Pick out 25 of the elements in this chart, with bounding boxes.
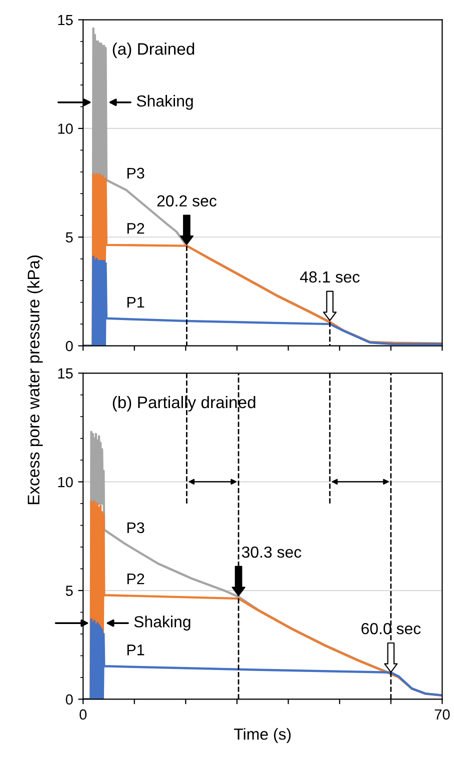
y-tick-label: 15 [58,368,73,379]
y-tick-label: 0 [66,340,73,352]
y-tick-label: 15 [58,15,73,26]
series-label: P1 [127,644,144,656]
annotation: (a) Drained [112,42,194,58]
annotation: Shaking [134,616,190,631]
y-tick-label: 5 [66,586,73,596]
annotation: 60.0 sec [362,622,421,634]
annotation: 48.1 sec [300,271,360,283]
y-axis-title: Excess pore water pressure (kPa) [27,256,43,504]
series-label: P2 [127,222,144,234]
y-tick-label: 10 [58,476,73,488]
y-tick-label: 10 [58,124,73,134]
annotation: Shaking [136,94,193,110]
annotation: 20.2 sec [157,195,216,207]
x-axis-title: Time (s) [234,728,291,743]
series-label: P3 [127,168,144,179]
series-label: P3 [127,522,144,534]
annotation: (b) Partially drained [112,396,256,412]
x-tick-label: 70 [434,709,450,720]
annotation: 30.3 sec [242,546,302,558]
series-label: P2 [127,573,144,584]
series-label: P1 [127,297,144,308]
y-tick-label: 0 [66,694,73,705]
y-tick-label: 5 [66,232,73,243]
